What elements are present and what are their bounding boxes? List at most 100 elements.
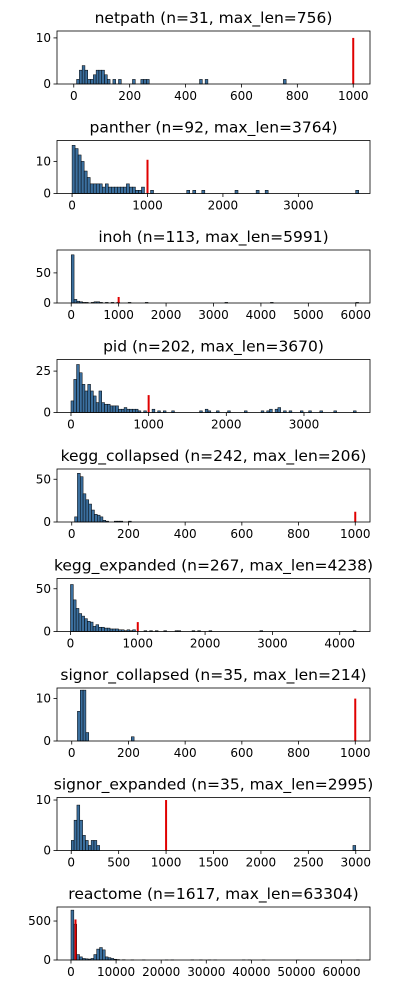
x-tick-label: 600 [230,527,253,541]
histogram-bar [112,405,116,413]
x-tick-label: 3000 [283,199,314,213]
histogram-bar [76,954,80,961]
histogram-bar [92,626,97,632]
histogram-bar [106,627,111,632]
histogram-bar [80,161,85,194]
histogram-bar [93,840,98,851]
histogram-bar [87,620,91,632]
histogram-bar [105,183,109,194]
y-tick-label: 0 [43,187,51,201]
x-tick-label: 2000 [190,637,221,651]
histogram-bar [93,954,97,961]
histogram-bar [98,390,102,413]
plot-frame [56,30,371,85]
x-tick-label: 1000 [338,89,369,103]
y-tick-label: 0 [43,296,51,310]
histogram-bar [132,408,136,413]
histogram-bar [80,689,84,742]
histogram-bar [90,79,94,85]
x-tick-label: 800 [286,89,309,103]
histogram-bar [77,473,81,523]
x-tick-label: 200 [118,89,141,103]
histogram-bar [355,190,359,194]
histogram-bar [90,840,95,851]
histogram-bar [85,732,90,742]
chart-title: kegg_collapsed (n=242, max_len=206) [61,447,367,466]
x-tick-label: 1500 [198,856,229,870]
histogram-bar [151,408,156,413]
histogram-bar [108,186,112,194]
histogram-bar [85,499,90,523]
histogram-bar [76,364,80,413]
x-tick-label: 10000 [97,965,135,979]
x-tick-label: 1000 [133,418,164,432]
histogram-bar [95,624,99,632]
histogram-bar [95,402,100,413]
histogram-bar [204,408,209,413]
histogram-bar [71,145,76,194]
histogram-bar [84,390,89,413]
histogram-bar [140,79,144,85]
chart-title: netpath (n=31, max_len=756) [95,9,333,28]
histogram-bar [201,190,206,194]
histogram-bar [90,621,94,632]
histogram-bar [84,69,88,85]
y-tick-label: 50 [36,266,51,280]
x-tick-label: 0 [67,308,75,322]
histogram-bar [204,79,209,85]
histogram-bar [77,711,81,742]
x-tick-label: 500 [107,856,130,870]
x-tick-label: 20000 [142,965,180,979]
histogram-bar [85,840,89,851]
histogram-bar [79,956,83,961]
histogram-bar [104,627,108,632]
histogram-bar [70,584,74,632]
plot-frame [56,249,371,304]
histogram-bar [234,190,239,194]
x-tick-label: 5000 [293,308,324,322]
histogram-bar [104,74,108,85]
plot-frame [56,140,371,194]
histogram-bar [132,186,136,194]
histogram-bar [118,408,122,413]
histogram-bar [96,948,100,961]
histogram-bar [121,408,125,413]
plot-frame [56,468,371,523]
x-tick-label: 4000 [324,637,355,651]
histogram-bar [70,400,75,413]
chart-title: signor_expanded (n=35, max_len=2995) [54,776,374,795]
x-tick-label: 400 [174,746,197,760]
histogram-bar [135,408,139,413]
x-tick-label: 1000 [103,308,134,322]
x-tick-label: 1000 [340,527,371,541]
histogram-bar [90,390,94,413]
histogram-bar [73,379,77,413]
chart-title: reactome (n=1617, max_len=63304) [68,885,358,904]
x-tick-label: 6000 [340,308,371,322]
histogram-bar [78,613,83,632]
plot-frame [56,687,371,742]
x-tick-label: 800 [287,527,310,541]
plot-frame [56,797,371,851]
histogram-bar [129,408,133,413]
histogram-bar [117,186,121,194]
histogram-bar [74,148,79,194]
x-tick-label: 0 [67,637,75,651]
histogram-bar [132,79,136,85]
histogram-bar [83,170,88,194]
histogram-bar [93,74,97,85]
histogram-bar [264,190,269,194]
histogram-bar [87,79,91,85]
histogram-bar [255,190,260,194]
histogram-bar [89,183,94,194]
x-tick-label: 1000 [151,856,182,870]
histogram-bar [126,408,130,413]
histogram-bar [77,154,82,194]
histogram-bar [129,186,133,194]
histogram-bar [79,372,83,413]
histogram-bar [70,840,75,851]
histogram-bar [102,186,106,194]
x-tick-label: 3000 [289,418,320,432]
y-tick-label: 0 [43,406,51,420]
histogram-bar [95,183,100,194]
